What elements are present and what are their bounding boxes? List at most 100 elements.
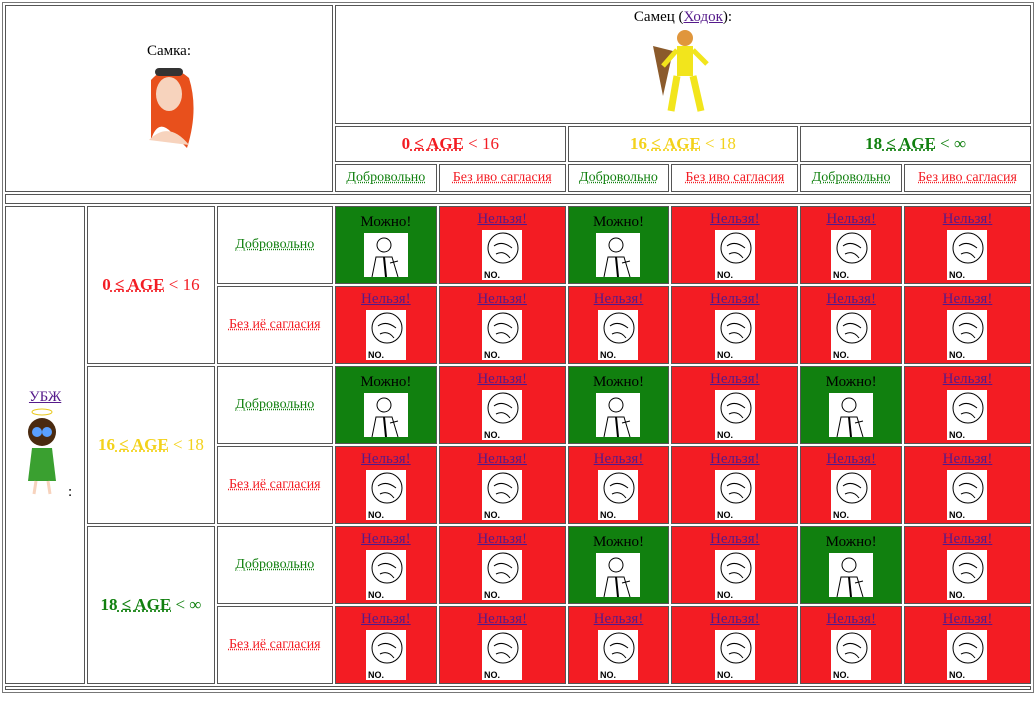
forbidden-link[interactable]: Нельзя! <box>477 290 527 307</box>
no-meme-image: NO. <box>947 389 988 440</box>
forbidden-link[interactable]: Нельзя! <box>942 210 993 227</box>
female-age-header: 0 ≤ AGE < 16 <box>87 206 215 364</box>
no-meme-image: NO. <box>947 549 988 600</box>
no-meme-image: NO. <box>947 469 988 520</box>
male-consent-label: Добровольно <box>346 170 426 185</box>
male-walker-link[interactable]: Ходок <box>683 8 723 25</box>
forbidden-link[interactable]: Нельзя! <box>477 210 527 227</box>
male-consent-header: Добровольно <box>335 164 437 192</box>
svg-text:NO.: NO. <box>717 670 733 680</box>
female-consent-label: Без иё сагласия <box>228 477 321 492</box>
forbidden-link[interactable]: Нельзя! <box>593 610 644 627</box>
allowed-label: Можно! <box>593 373 644 390</box>
male-label: Самец ( <box>633 8 684 25</box>
forbidden-link[interactable]: Нельзя! <box>709 610 760 627</box>
forbidden-link[interactable]: Нельзя! <box>709 290 760 307</box>
spacer-row <box>5 194 1031 204</box>
no-meme-image: NO. <box>482 309 523 360</box>
forbidden-link[interactable]: Нельзя! <box>942 530 993 547</box>
male-age-header: 0 ≤ AGE < 16 <box>335 126 566 162</box>
forbidden-link[interactable]: Нельзя! <box>593 450 644 467</box>
female-age-header: 18 ≤ AGE < ∞ <box>87 526 215 684</box>
forbidden-link[interactable]: Нельзя! <box>826 290 876 307</box>
cell-forbidden: Нельзя! NO. <box>671 526 799 604</box>
forbidden-link[interactable]: Нельзя! <box>593 290 644 307</box>
forbidden-link[interactable]: Нельзя! <box>942 290 993 307</box>
no-meme-image: NO. <box>482 549 523 600</box>
forbidden-link[interactable]: Нельзя! <box>361 290 411 307</box>
no-meme-image: NO. <box>831 309 872 360</box>
forbidden-link[interactable]: Нельзя! <box>826 210 876 227</box>
no-meme-image: NO. <box>365 629 406 680</box>
forbidden-link[interactable]: Нельзя! <box>709 530 760 547</box>
forbidden-link[interactable]: Нельзя! <box>942 370 993 387</box>
cell-forbidden: Нельзя! NO. <box>438 606 566 684</box>
no-meme-image: NO. <box>482 389 523 440</box>
svg-text:NO.: NO. <box>949 350 965 360</box>
cell-forbidden: Нельзя! NO. <box>335 526 437 604</box>
forbidden-link[interactable]: Нельзя! <box>477 530 527 547</box>
male-consent-label: Без иво сагласия <box>452 170 552 185</box>
cell-forbidden: Нельзя! NO. <box>567 606 670 684</box>
cell-forbidden: Нельзя! NO. <box>800 446 902 524</box>
no-meme-image: NO. <box>598 469 639 520</box>
forbidden-link[interactable]: Нельзя! <box>709 370 760 387</box>
svg-text:NO.: NO. <box>368 670 384 680</box>
forbidden-link[interactable]: Нельзя! <box>709 450 760 467</box>
allowed-label: Можно! <box>825 533 877 550</box>
male-consent-header: Без иво сагласия <box>903 164 1031 192</box>
forbidden-link[interactable]: Нельзя! <box>942 450 993 467</box>
forbidden-link[interactable]: Нельзя! <box>477 450 527 467</box>
female-avatar-image <box>149 67 194 148</box>
female-age-header: 16 ≤ AGE < 18 <box>87 366 215 524</box>
female-age-range-1: 16 ≤ AGE < 18 <box>98 435 204 454</box>
male-label-suffix: ): <box>722 8 733 25</box>
svg-text:NO.: NO. <box>368 590 384 600</box>
cell-forbidden: Нельзя! NO. <box>671 446 799 524</box>
cell-forbidden: Нельзя! NO. <box>800 206 902 284</box>
svg-text:NO.: NO. <box>368 350 384 360</box>
no-meme-image: NO. <box>714 629 755 680</box>
cell-forbidden: Нельзя! NO. <box>335 286 437 364</box>
svg-text:NO.: NO. <box>600 670 616 680</box>
forbidden-link[interactable]: Нельзя! <box>942 610 993 627</box>
forbidden-link[interactable]: Нельзя! <box>477 370 527 387</box>
forbidden-link[interactable]: Нельзя! <box>361 450 411 467</box>
no-meme-image: NO. <box>947 629 988 680</box>
cell-forbidden: Нельзя! NO. <box>903 366 1031 444</box>
no-meme-image: NO. <box>714 229 755 280</box>
forbidden-link[interactable]: Нельзя! <box>826 450 876 467</box>
female-consent-label: Добровольно <box>235 557 315 572</box>
forbidden-link[interactable]: Нельзя! <box>361 530 411 547</box>
no-meme-image: NO. <box>365 309 406 360</box>
no-meme-image: NO. <box>831 229 872 280</box>
male-consent-label: Добровольно <box>579 170 658 185</box>
female-consent-header: Без иё сагласия <box>216 446 333 524</box>
female-consent-header: Добровольно <box>216 366 333 444</box>
ubzh-link[interactable]: УБЖ <box>28 389 62 405</box>
forbidden-link[interactable]: Нельзя! <box>477 610 527 627</box>
no-meme-image: NO. <box>831 469 872 520</box>
svg-text:NO.: NO. <box>949 510 965 520</box>
svg-text:NO.: NO. <box>949 590 965 600</box>
no-meme-image: NO. <box>947 229 988 280</box>
no-meme-image: NO. <box>714 469 755 520</box>
svg-text:NO.: NO. <box>717 590 733 600</box>
no-meme-image: NO. <box>714 549 755 600</box>
no-meme-image: NO. <box>365 469 406 520</box>
female-consent-header: Без иё сагласия <box>216 286 333 364</box>
cell-forbidden: Нельзя! NO. <box>438 286 566 364</box>
male-superhero-image <box>653 29 709 112</box>
male-consent-label: Без иво сагласия <box>918 170 1017 185</box>
forbidden-link[interactable]: Нельзя! <box>826 610 876 627</box>
no-meme-image: NO. <box>947 309 988 360</box>
yes-meme-image <box>596 552 641 597</box>
cell-forbidden: Нельзя! NO. <box>671 286 799 364</box>
svg-text:NO.: NO. <box>949 270 965 280</box>
svg-text:NO.: NO. <box>717 430 733 440</box>
no-meme-image: NO. <box>831 629 872 680</box>
no-meme-image: NO. <box>482 469 523 520</box>
forbidden-link[interactable]: Нельзя! <box>709 210 760 227</box>
forbidden-link[interactable]: Нельзя! <box>361 610 411 627</box>
cell-allowed: Можно! <box>567 366 670 444</box>
